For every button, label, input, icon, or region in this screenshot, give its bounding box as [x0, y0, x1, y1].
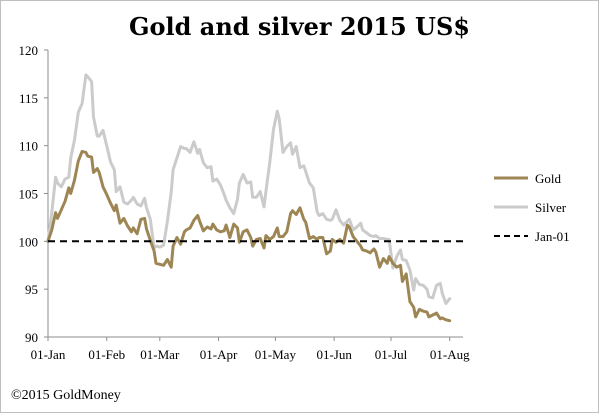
- series-line-gold: [46, 149, 452, 323]
- y-tick-label: 110: [19, 139, 38, 154]
- y-tick-label: 90: [25, 330, 38, 345]
- y-tick-label: 105: [19, 187, 39, 202]
- legend-label-silver: Silver: [535, 200, 567, 215]
- y-axis: 90 95 100 105 110 115 120: [19, 43, 49, 345]
- x-tick-label: 01-Jun: [316, 347, 352, 362]
- legend-label-gold: Gold: [535, 171, 562, 186]
- legend: Gold Silver Jan-01: [494, 171, 570, 244]
- y-tick-label: 95: [25, 282, 38, 297]
- x-tick-label: 01-Jul: [375, 347, 408, 362]
- x-tick-label: 01-Jan: [31, 347, 66, 362]
- series-layer: [46, 73, 463, 323]
- y-tick-label: 115: [19, 91, 38, 106]
- x-axis: 01-Jan 01-Feb 01-Mar 01-Apr 01-May 01-Jun 01-J…: [31, 336, 470, 362]
- series-line-silver: [46, 73, 452, 305]
- x-tick-label: 01-Apr: [200, 347, 238, 362]
- copyright-text: ©2015 GoldMoney: [11, 388, 121, 403]
- x-tick-label: 01-Mar: [140, 347, 180, 362]
- legend-label-jan-01: Jan-01: [535, 229, 570, 244]
- chart-title: Gold and silver 2015 US$: [129, 12, 470, 41]
- y-tick-label: 120: [19, 43, 39, 58]
- x-tick-label: 01-Aug: [430, 347, 470, 362]
- x-tick-label: 01-May: [255, 347, 297, 362]
- y-tick-label: 100: [19, 234, 39, 249]
- x-tick-label: 01-Feb: [88, 347, 125, 362]
